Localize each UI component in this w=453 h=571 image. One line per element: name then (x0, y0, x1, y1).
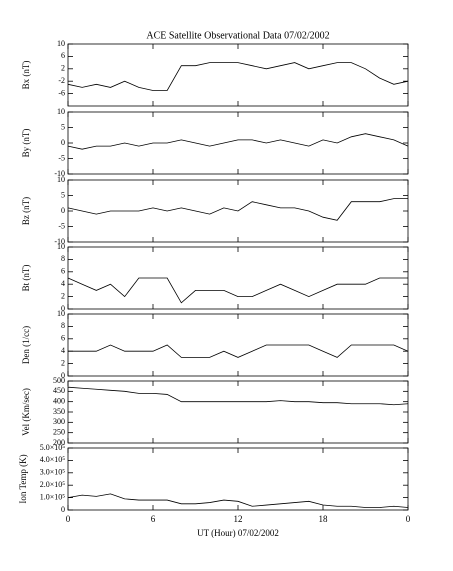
y-tick-label: 8 (61, 254, 65, 263)
data-line (67, 277, 408, 304)
y-tick-label: 0 (61, 505, 65, 514)
y-tick-label: 4 (61, 279, 65, 288)
y-tick-label: 2 (61, 64, 65, 73)
y-tick-label: 300 (53, 417, 65, 426)
y-tick-label: 10 (57, 107, 65, 116)
y-tick-label: 250 (53, 427, 65, 436)
panel-frame (67, 447, 409, 511)
y-tick-label: 5 (61, 190, 65, 199)
y-axis-label: Bz (nT) (21, 197, 31, 225)
y-tick-label: 6 (61, 267, 65, 276)
y-axis-label: Bt (nT) (21, 265, 31, 292)
y-tick-label: 450 (53, 386, 65, 395)
y-axis-label: By (nT) (21, 129, 31, 158)
y-tick-label: 4.0×10⁵ (40, 455, 66, 464)
panel-frame (67, 111, 409, 175)
y-tick-label: -2 (58, 76, 65, 85)
y-tick-label: 10 (57, 242, 65, 251)
data-line (68, 344, 409, 358)
y-tick-label: 2.0×10⁵ (40, 480, 66, 489)
data-line (67, 198, 408, 221)
y-tick-label: 5.0×10⁵ (40, 443, 66, 452)
y-tick-label: 6 (61, 51, 65, 60)
y-tick-label: 10 (57, 309, 65, 318)
y-tick-label: 3.0×10⁵ (40, 468, 66, 477)
y-tick-label: 200 (53, 438, 65, 447)
y-axis-label: Den (1/cc) (21, 326, 31, 364)
y-tick-label: -5 (58, 221, 65, 230)
y-tick-label: 5 (61, 122, 65, 131)
y-tick-label: 0 (61, 138, 65, 147)
y-tick-label: 0 (61, 206, 65, 215)
y-axis-label: Ion Temp (K) (18, 454, 28, 503)
x-tick-label: 0 (66, 514, 71, 524)
y-tick-label: 10 (57, 175, 65, 184)
x-axis-label: UT (Hour) 07/02/2002 (197, 528, 279, 538)
y-tick-label: 2 (61, 358, 65, 367)
data-line (67, 386, 409, 406)
y-tick-label: -6 (58, 88, 65, 97)
y-tick-label: -5 (58, 153, 65, 162)
data-line (67, 133, 409, 150)
y-axis-label: Vel (Km/sec) (21, 388, 31, 436)
data-line (67, 493, 409, 508)
x-tick-label: 0 (406, 514, 411, 524)
data-line (67, 62, 409, 91)
y-tick-label: -10 (54, 237, 65, 246)
y-tick-label: 2 (61, 291, 65, 300)
y-tick-label: 0 (61, 371, 65, 380)
y-tick-label: 8 (61, 321, 65, 330)
y-tick-label: 350 (53, 407, 65, 416)
y-tick-label: 1.0×10⁵ (40, 492, 66, 501)
panel-frame (67, 43, 409, 107)
y-tick-label: 6 (61, 334, 65, 343)
y-tick-label: 400 (53, 396, 65, 405)
y-tick-label: 10 (57, 39, 65, 48)
y-axis-label: Bx (nT) (21, 61, 31, 90)
y-tick-label: 500 (53, 376, 65, 385)
y-tick-label: 0 (61, 304, 65, 313)
y-tick-label: 4 (61, 346, 65, 355)
panel-frame (67, 246, 409, 310)
y-tick-label: -10 (54, 169, 65, 178)
x-tick-label: 6 (151, 514, 156, 524)
panel-frame (67, 380, 409, 444)
x-tick-label: 12 (234, 514, 243, 524)
x-tick-label: 18 (319, 514, 329, 524)
chart-title: ACE Satellite Observational Data 07/02/2… (146, 30, 329, 41)
